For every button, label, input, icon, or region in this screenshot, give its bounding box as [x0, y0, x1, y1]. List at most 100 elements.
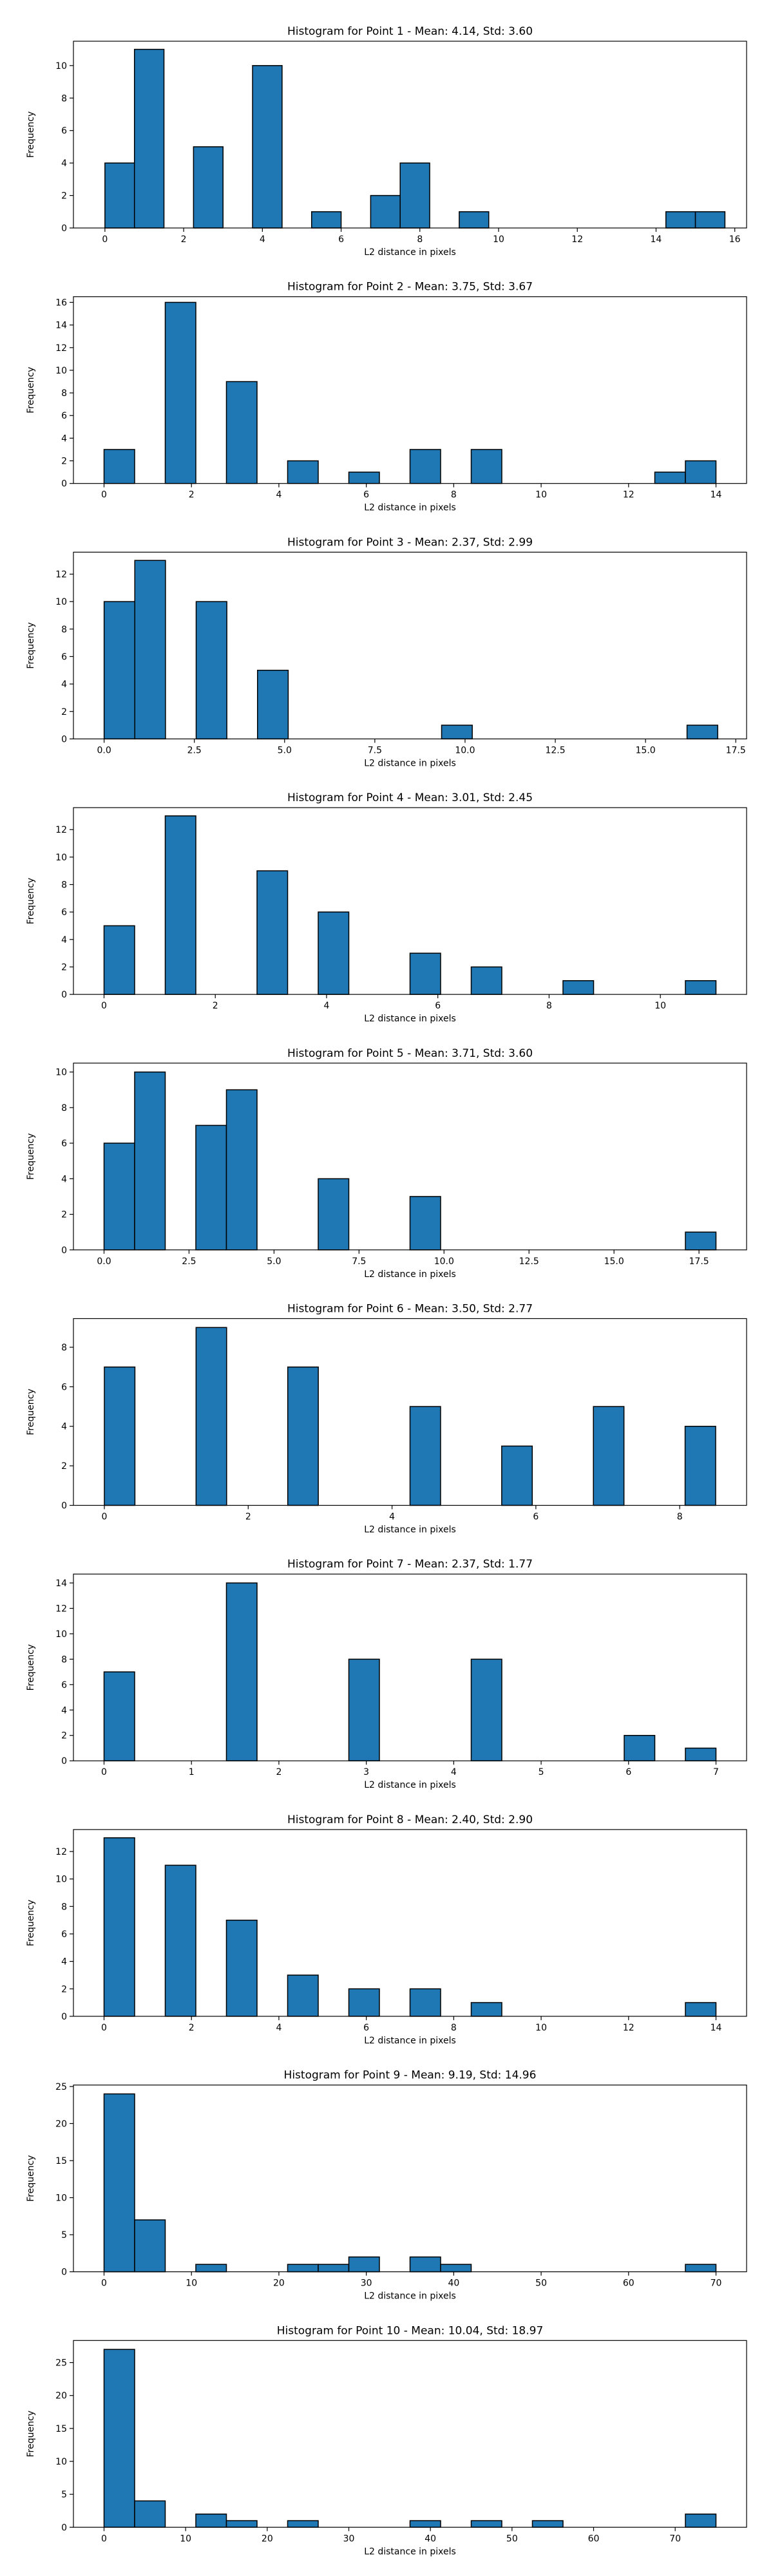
x-tick-label: 50	[506, 2533, 518, 2544]
x-tick-label: 1	[189, 1767, 195, 1777]
histogram-panel-point-6: Histogram for Point 6 - Mean: 3.50, Std:…	[26, 1303, 747, 1535]
histogram-bar	[686, 724, 718, 740]
y-tick-label: 6	[61, 1929, 67, 1940]
x-tick-label: 70	[669, 2533, 681, 2544]
axes-frame	[73, 2340, 747, 2528]
y-tick-label: 0	[61, 2268, 67, 2278]
y-tick-label: 10	[55, 1875, 67, 1885]
chart-title: Histogram for Point 2 - Mean: 3.75, Std:…	[287, 281, 533, 294]
y-axis-label: Frequency	[26, 2155, 36, 2201]
x-tick-label: 8	[451, 2023, 457, 2033]
y-tick-label: 8	[61, 1654, 67, 1665]
histogram-bar	[562, 980, 595, 995]
axes-frame	[73, 551, 747, 740]
y-tick-label: 25	[55, 2082, 67, 2092]
x-tick-label: 6	[435, 1001, 441, 1011]
x-tick-label: 10	[535, 490, 547, 500]
y-tick-label: 14	[55, 1578, 67, 1589]
y-tick-label: 10	[55, 1068, 67, 1078]
y-tick-label: 10	[55, 366, 67, 376]
y-tick-label: 2	[61, 707, 67, 717]
x-tick-label: 70	[711, 2278, 722, 2289]
y-axis-label: Frequency	[26, 1133, 36, 1180]
axes-frame	[73, 807, 747, 995]
x-tick-label: 6	[338, 234, 344, 245]
y-tick-label: 4	[61, 433, 67, 444]
histogram-panel-point-4: Histogram for Point 4 - Mean: 3.01, Std:…	[26, 791, 747, 1024]
y-tick-label: 0	[61, 479, 67, 489]
x-tick-label: 0.0	[97, 745, 111, 755]
axes-frame	[73, 1318, 747, 1506]
histogram-bar	[409, 2256, 441, 2273]
y-tick-label: 12	[55, 825, 67, 835]
x-axis-label: L2 distance in pixels	[364, 247, 456, 258]
x-tick-label: 6	[625, 1767, 631, 1777]
y-tick-label: 6	[61, 1680, 67, 1690]
y-tick-label: 2	[61, 1731, 67, 1741]
histogram-panel-point-9: Histogram for Point 9 - Mean: 9.19, Std:…	[26, 2069, 747, 2302]
x-tick-label: 12.5	[545, 745, 565, 755]
y-axis-label: Frequency	[26, 1644, 36, 1690]
histogram-bar	[501, 1445, 533, 1506]
histogram-bar	[164, 301, 196, 484]
y-tick-label: 4	[61, 158, 67, 169]
x-tick-label: 30	[343, 2533, 355, 2544]
histogram-panel-point-8: Histogram for Point 8 - Mean: 2.40, Std:…	[26, 1814, 747, 2046]
x-tick-label: 2	[189, 2023, 195, 2033]
histogram-bar	[103, 601, 136, 740]
y-tick-label: 12	[55, 1847, 67, 1857]
histogram-bar	[348, 471, 380, 484]
x-axis-label: L2 distance in pixels	[364, 1525, 456, 1535]
chart-title: Histogram for Point 10 - Mean: 10.04, St…	[277, 2324, 544, 2337]
histogram-bar	[134, 1071, 166, 1251]
x-tick-label: 20	[273, 2278, 285, 2289]
x-tick-label: 12	[571, 234, 583, 245]
histogram-bar	[685, 2002, 717, 2017]
histogram-bar	[256, 870, 289, 995]
x-tick-label: 8	[546, 1001, 552, 1011]
y-tick-label: 0	[61, 1756, 67, 1766]
y-tick-label: 20	[55, 2119, 67, 2129]
x-tick-label: 8	[451, 490, 457, 500]
x-tick-label: 2	[181, 234, 187, 245]
y-tick-label: 6	[61, 1382, 67, 1392]
x-axis-label: L2 distance in pixels	[364, 1014, 456, 1024]
histogram-bar	[134, 2500, 166, 2528]
histogram-bar	[193, 146, 224, 229]
x-axis-label: L2 distance in pixels	[364, 1269, 456, 1280]
x-tick-label: 30	[361, 2278, 372, 2289]
histogram-bar	[103, 925, 135, 995]
histogram-bar	[252, 65, 283, 229]
histogram-bar	[195, 2514, 227, 2528]
histogram-bar	[593, 1406, 625, 1506]
x-tick-label: 14	[711, 2023, 722, 2033]
histogram-bar	[685, 460, 717, 484]
chart-title: Histogram for Point 4 - Mean: 3.01, Std:…	[287, 791, 533, 804]
y-axis-label: Frequency	[26, 1388, 36, 1435]
x-tick-label: 20	[262, 2533, 273, 2544]
x-tick-label: 17.5	[726, 745, 746, 755]
x-tick-label: 4	[276, 2023, 282, 2033]
histogram-bar	[195, 1124, 227, 1251]
histogram-bar	[195, 2264, 227, 2273]
y-axis-label: Frequency	[26, 878, 36, 924]
histogram-bar	[470, 1658, 502, 1761]
histogram-bar	[103, 2093, 135, 2273]
y-tick-label: 6	[61, 126, 67, 137]
histogram-bar	[318, 1178, 350, 1251]
x-tick-label: 8	[677, 1512, 683, 1522]
y-tick-label: 2	[61, 1210, 67, 1220]
histogram-bar	[348, 2256, 380, 2273]
histogram-panel-point-10: Histogram for Point 10 - Mean: 10.04, St…	[26, 2324, 747, 2557]
y-tick-label: 10	[55, 2193, 67, 2204]
histogram-bar	[103, 2349, 135, 2528]
histogram-bar	[684, 1425, 716, 1506]
histogram-bar	[103, 449, 135, 484]
axes-frame	[73, 2085, 747, 2273]
y-tick-label: 0	[61, 1245, 67, 1256]
y-tick-label: 4	[61, 1957, 67, 1967]
histogram-bar	[103, 1142, 135, 1251]
x-tick-label: 0.0	[97, 1256, 111, 1267]
histogram-bar	[318, 2264, 350, 2273]
histogram-bar	[134, 2219, 166, 2273]
